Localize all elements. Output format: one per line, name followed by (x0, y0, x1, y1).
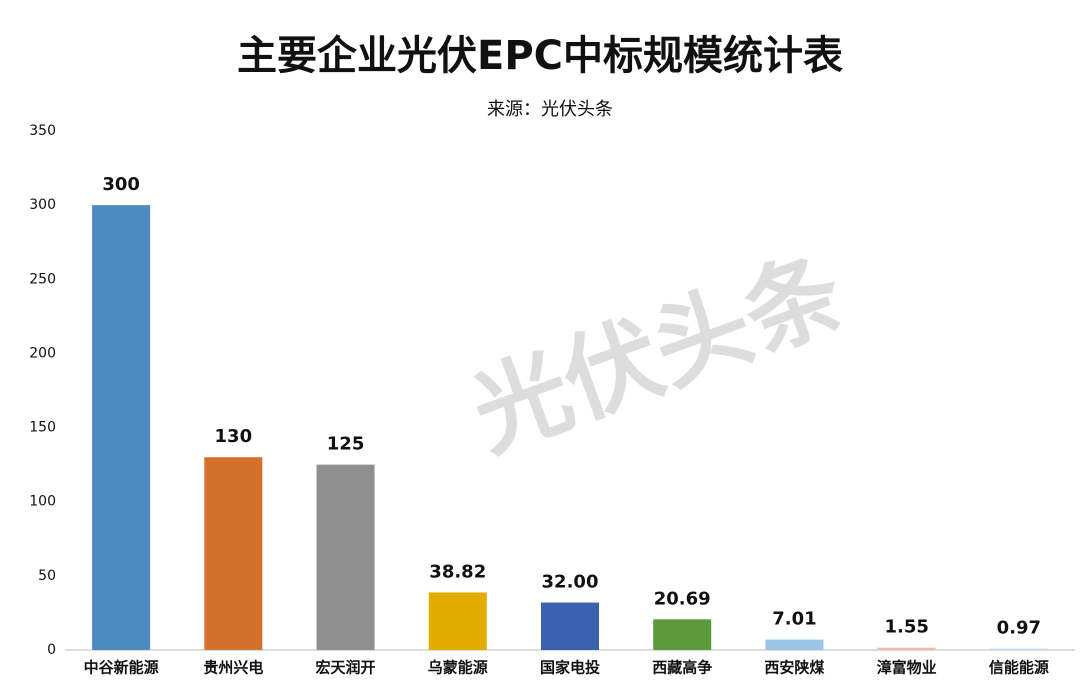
bar (765, 639, 824, 650)
value-label: 125 (327, 434, 365, 455)
x-tick-label: 中谷新能源 (84, 659, 159, 677)
y-tick-label: 200 (29, 345, 56, 361)
y-tick-label: 250 (29, 271, 56, 287)
bar (989, 648, 1048, 650)
y-tick-label: 350 (29, 123, 56, 139)
x-tick-label: 西安陕煤 (764, 659, 824, 677)
value-label: 20.69 (654, 588, 711, 609)
y-tick-label: 300 (29, 197, 56, 213)
bar (204, 457, 263, 650)
x-tick-label: 宏天润开 (316, 659, 376, 677)
x-tick-label: 乌蒙能源 (428, 659, 488, 677)
y-tick-label: 50 (38, 568, 56, 584)
y-tick-label: 150 (29, 420, 56, 436)
value-label: 32.00 (542, 572, 599, 593)
value-label: 1.55 (884, 617, 928, 638)
value-label: 130 (215, 426, 253, 447)
bar (92, 205, 151, 650)
x-tick-label: 漳富物业 (877, 659, 937, 677)
value-label: 7.01 (772, 609, 816, 630)
y-tick-label: 100 (29, 494, 56, 510)
bar (316, 464, 375, 650)
value-label: 0.97 (997, 618, 1041, 639)
x-tick-label: 贵州兴电 (203, 659, 263, 677)
x-tick-label: 西藏高争 (652, 659, 712, 677)
value-label: 38.82 (429, 561, 486, 582)
chart-title: 主要企业光伏EPC中标规模统计表 (237, 33, 843, 79)
x-tick-label: 信能能源 (989, 659, 1049, 677)
bar (877, 647, 936, 650)
chart-subtitle: 来源：光伏头条 (487, 99, 613, 120)
value-label: 300 (102, 174, 140, 195)
y-tick-label: 0 (47, 642, 56, 658)
bar (541, 602, 599, 650)
bar (653, 619, 712, 650)
x-tick-label: 国家电投 (540, 659, 600, 677)
bar (428, 592, 487, 650)
